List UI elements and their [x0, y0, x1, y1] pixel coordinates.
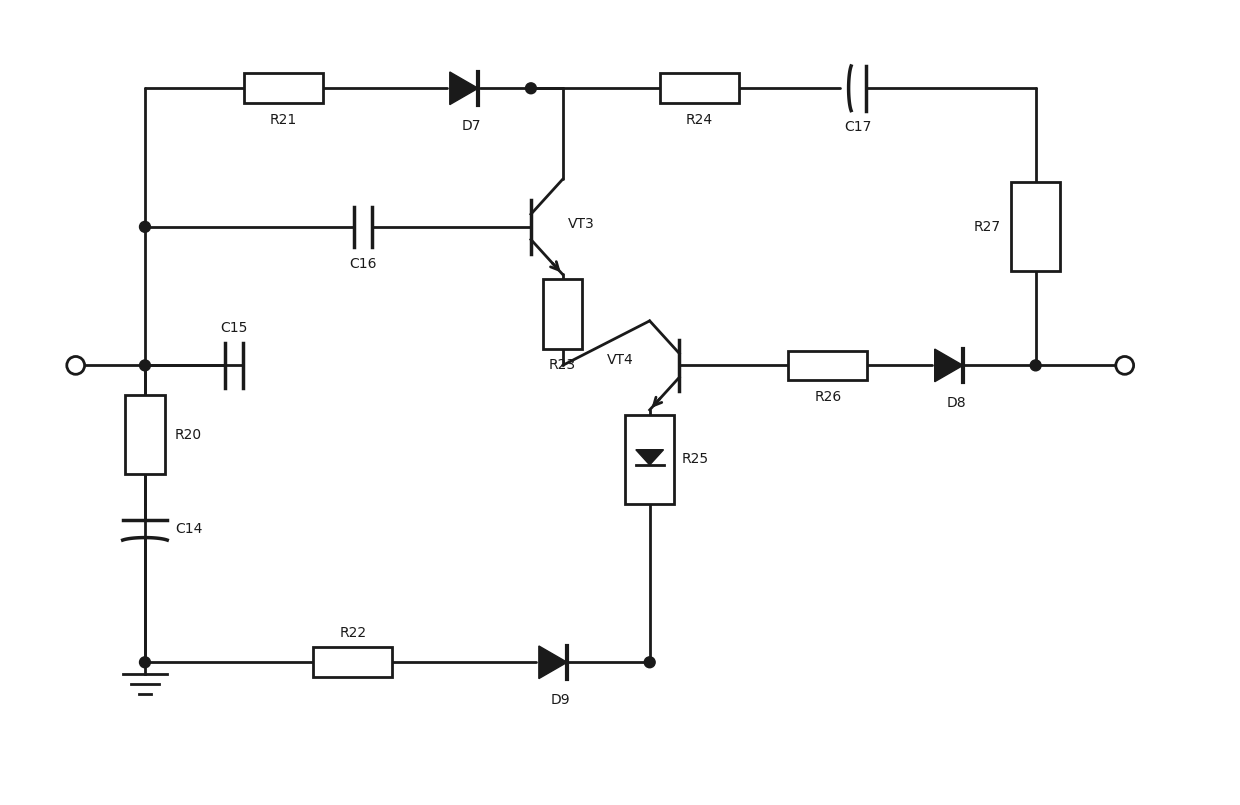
- Polygon shape: [636, 450, 663, 465]
- Text: D9: D9: [551, 693, 570, 707]
- Text: C17: C17: [844, 121, 872, 134]
- Bar: [543, 279, 583, 349]
- Text: R20: R20: [175, 427, 202, 442]
- Text: VT3: VT3: [568, 217, 594, 231]
- Text: VT4: VT4: [608, 353, 634, 367]
- Text: R27: R27: [973, 220, 1001, 233]
- Text: D7: D7: [461, 119, 481, 133]
- Text: R21: R21: [270, 113, 298, 127]
- Bar: [625, 415, 675, 504]
- Circle shape: [67, 357, 84, 374]
- Circle shape: [140, 360, 150, 371]
- Circle shape: [645, 657, 655, 667]
- Bar: [244, 73, 324, 103]
- Text: R23: R23: [549, 358, 577, 373]
- Polygon shape: [935, 349, 963, 382]
- Circle shape: [1116, 357, 1133, 374]
- Text: D8: D8: [946, 396, 966, 410]
- Circle shape: [140, 221, 150, 233]
- Text: R22: R22: [340, 625, 366, 639]
- Text: R24: R24: [686, 113, 713, 127]
- Circle shape: [1030, 360, 1042, 371]
- Polygon shape: [539, 646, 567, 679]
- Bar: [1011, 182, 1060, 271]
- Text: C14: C14: [175, 522, 202, 535]
- Bar: [125, 395, 165, 474]
- Bar: [660, 73, 739, 103]
- Bar: [314, 647, 392, 677]
- Text: R25: R25: [681, 452, 708, 466]
- Circle shape: [526, 83, 537, 93]
- Text: C16: C16: [348, 257, 377, 270]
- Circle shape: [140, 657, 150, 667]
- Bar: [789, 350, 868, 380]
- Polygon shape: [450, 72, 479, 105]
- Text: C15: C15: [221, 321, 248, 335]
- Text: R26: R26: [815, 390, 842, 404]
